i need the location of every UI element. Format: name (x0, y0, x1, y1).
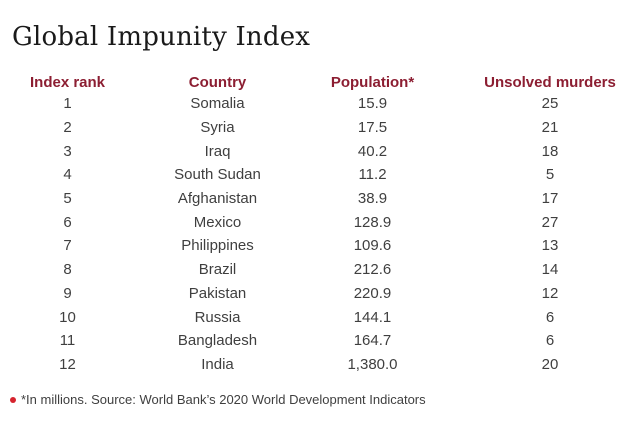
cell-rank: 10 (59, 308, 76, 326)
cell-murders: 13 (541, 237, 559, 255)
cell-murders: 6 (545, 332, 555, 350)
table-row: 10 Russia 144.1 6 (0, 305, 629, 329)
col-header-unsolved-murders: Unsolved murders (484, 73, 616, 91)
cell-rank: 8 (63, 261, 72, 279)
table-row: 1 Somalia 15.9 25 (0, 92, 629, 116)
col-header-index-rank: Index rank (29, 73, 106, 91)
cell-country: Philippines (181, 237, 254, 255)
cell-rank: 2 (63, 119, 72, 137)
cell-rank: 6 (63, 213, 72, 231)
cell-rank: 3 (63, 142, 72, 160)
table-row: 5 Afghanistan 38.9 17 (0, 187, 629, 211)
col-header-population: Population* (330, 73, 415, 91)
cell-rank: 9 (63, 284, 72, 302)
cell-murders: 12 (541, 284, 559, 302)
cell-rank: 1 (63, 95, 72, 113)
col-header-country: Country (188, 73, 247, 91)
cell-country: South Sudan (174, 166, 261, 184)
table-row: 9 Pakistan 220.9 12 (0, 282, 629, 306)
cell-country: Mexico (193, 213, 242, 231)
cell-population: 40.2 (357, 142, 388, 160)
cell-murders: 6 (545, 308, 555, 326)
cell-population: 220.9 (353, 284, 392, 302)
cell-rank: 11 (59, 332, 76, 350)
table-row: 11 Bangladesh 164.7 6 (0, 329, 629, 353)
cell-population: 11.2 (358, 166, 387, 184)
impunity-table: Index rank Country Population* Unsolved … (0, 72, 629, 376)
table-row: 4 South Sudan 11.2 5 (0, 163, 629, 187)
table-row: 7 Philippines 109.6 13 (0, 234, 629, 258)
cell-murders: 25 (541, 95, 559, 113)
cell-country: Russia (194, 308, 241, 326)
cell-population: 109.6 (353, 237, 392, 255)
page-title: Global Impunity Index (12, 22, 311, 52)
cell-population: 38.9 (357, 190, 388, 208)
red-dot-icon (10, 396, 16, 403)
cell-country: Brazil (198, 261, 237, 279)
cell-population: 144.1 (353, 308, 392, 326)
cell-population: 212.6 (353, 261, 392, 279)
cell-murders: 20 (541, 355, 559, 373)
cell-country: Somalia (190, 95, 245, 113)
cell-rank: 5 (63, 190, 72, 208)
cell-population: 17.5 (357, 119, 388, 137)
table-row: 3 Iraq 40.2 18 (0, 139, 629, 163)
cell-country: Afghanistan (177, 190, 258, 208)
cell-population: 1,380.0 (347, 355, 398, 373)
cell-murders: 18 (541, 142, 559, 160)
cell-rank: 4 (63, 166, 72, 184)
cell-murders: 14 (541, 261, 559, 279)
table-header-row: Index rank Country Population* Unsolved … (0, 72, 629, 92)
cell-country: Syria (200, 119, 235, 137)
cell-murders: 5 (545, 166, 555, 184)
cell-country: Iraq (204, 142, 231, 160)
footnote: *In millions. Source: World Bank’s 2020 … (10, 392, 426, 407)
table-row: 12 India 1,380.0 20 (0, 353, 629, 377)
table-row: 2 Syria 17.5 21 (0, 116, 629, 140)
cell-population: 128.9 (353, 213, 392, 231)
footnote-text: *In millions. Source: World Bank’s 2020 … (21, 392, 426, 407)
cell-country: India (201, 355, 234, 373)
cell-murders: 17 (541, 190, 559, 208)
cell-population: 15.9 (357, 95, 388, 113)
table-row: 6 Mexico 128.9 27 (0, 210, 629, 234)
cell-population: 164.7 (353, 332, 392, 350)
cell-murders: 27 (541, 213, 559, 231)
cell-country: Bangladesh (177, 332, 258, 350)
cell-country: Pakistan (188, 284, 247, 302)
cell-rank: 7 (63, 237, 72, 255)
cell-rank: 12 (59, 355, 76, 373)
table-row: 8 Brazil 212.6 14 (0, 258, 629, 282)
cell-murders: 21 (541, 119, 559, 137)
